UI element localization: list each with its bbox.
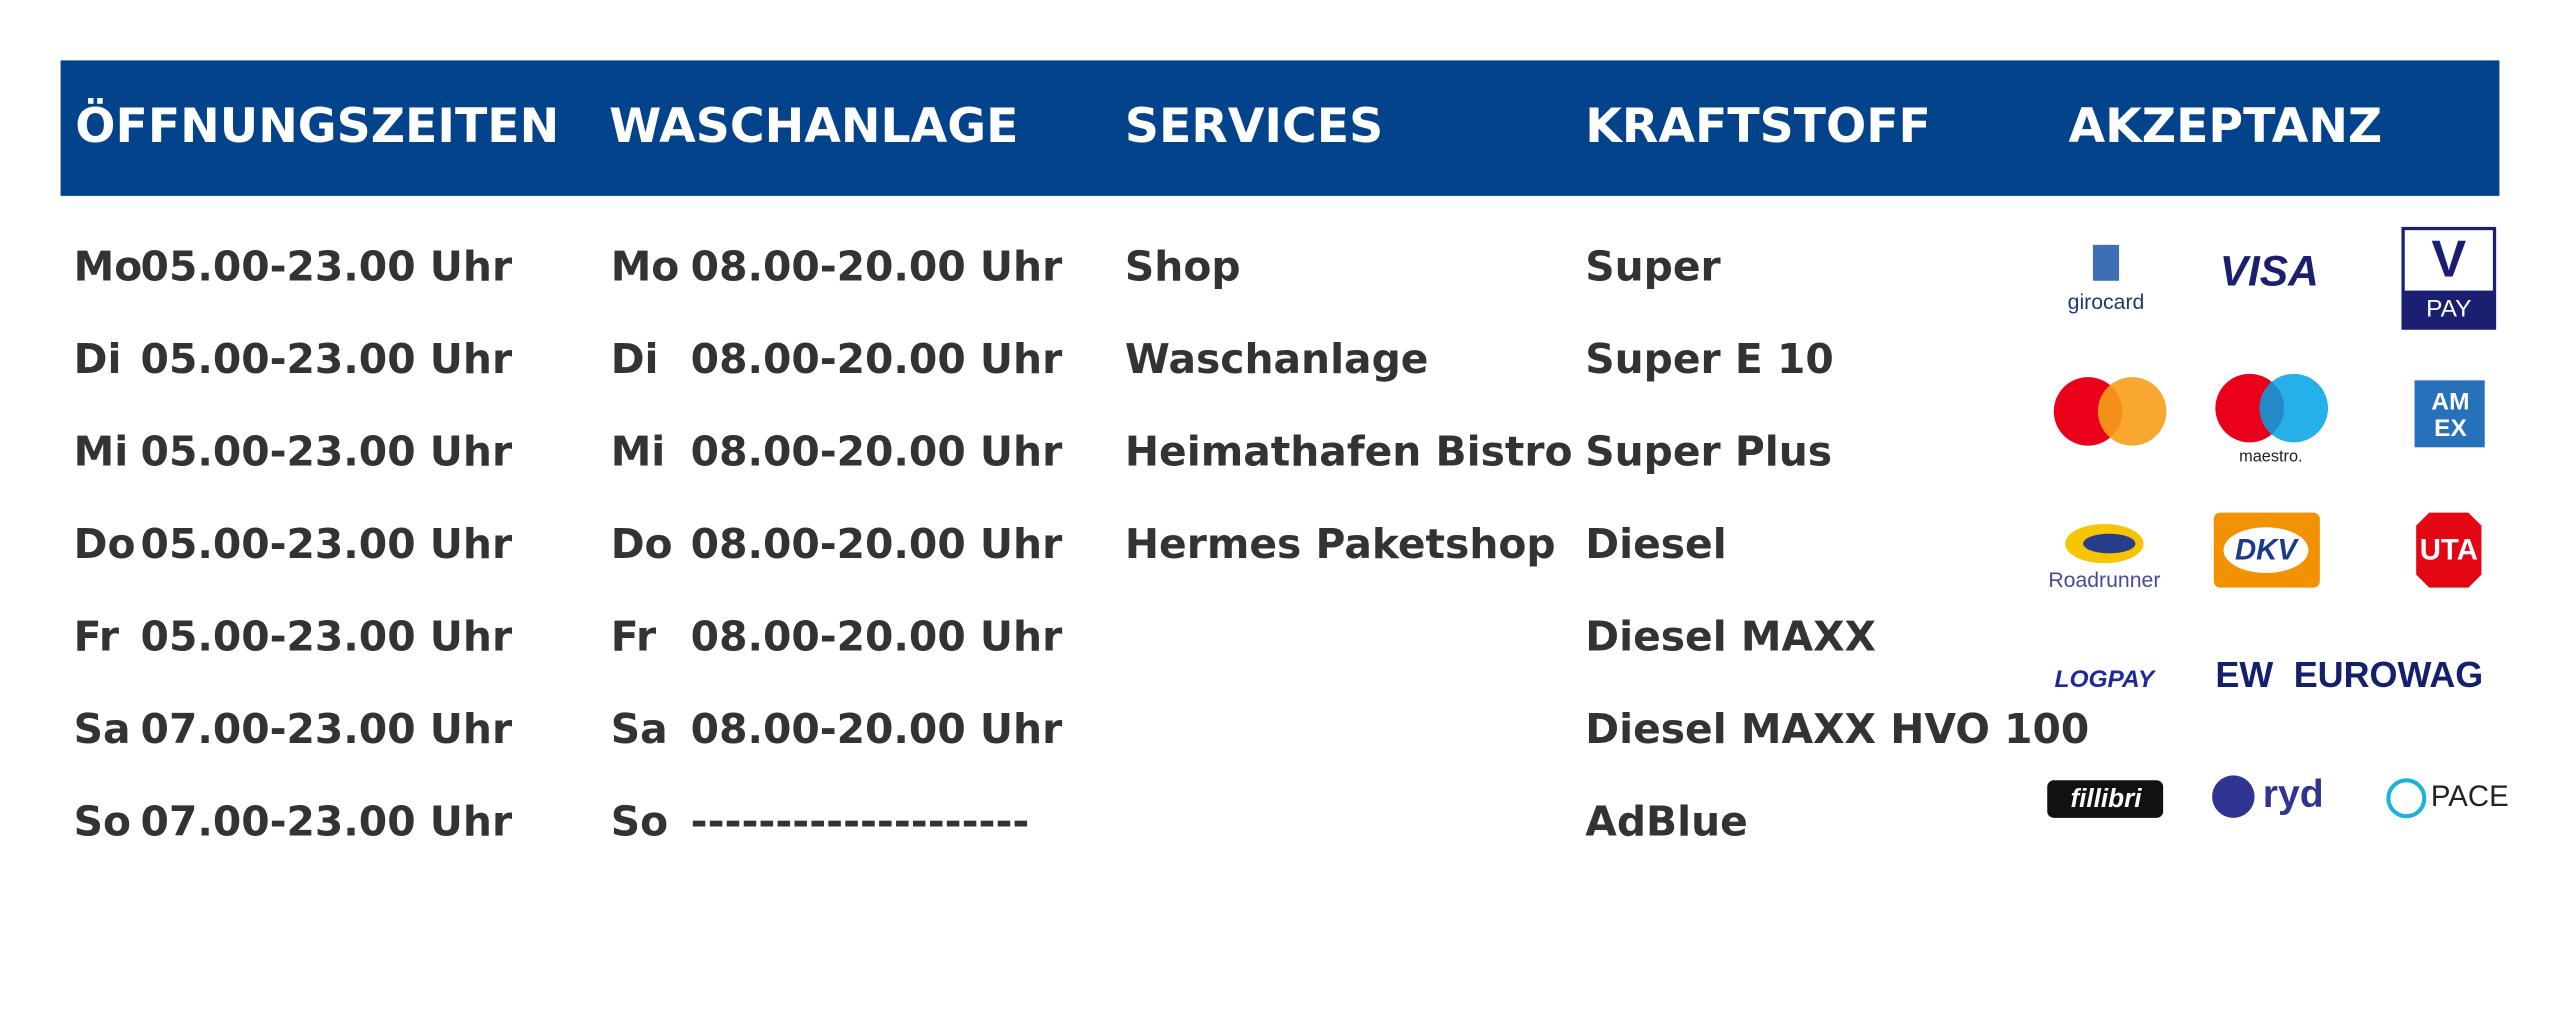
- column-title: WASCHANLAGE: [609, 99, 1018, 154]
- logo-text: EUROWAG: [2294, 654, 2484, 695]
- fuel-item: Super: [1585, 242, 1720, 290]
- service-item: Heimathafen Bistro: [1125, 427, 1573, 475]
- service-item: Waschanlage: [1125, 335, 1429, 383]
- maestro-logo: maestro.: [2215, 373, 2329, 465]
- column-title: AKZEPTANZ: [2068, 99, 2382, 154]
- logpay-logo: LOGPAY: [2055, 666, 2157, 693]
- day-label: Mi: [611, 427, 666, 475]
- visa-logo: VISA: [2220, 247, 2319, 294]
- day-label: Sa: [74, 705, 131, 753]
- girocard-logo: girocard: [2068, 244, 2145, 314]
- day-label: Mi: [74, 427, 129, 475]
- time-range: 08.00-20.00 Uhr: [691, 705, 1063, 753]
- logo-text: DKV: [2235, 534, 2299, 567]
- pace-logo: PACE: [2386, 778, 2509, 819]
- time-range: 08.00-20.00 Uhr: [691, 613, 1063, 661]
- eurowag-logo: EW EUROWAG: [2215, 654, 2483, 695]
- mastercard-logo: [2053, 377, 2167, 446]
- time-range: 05.00-23.00 Uhr: [141, 520, 513, 568]
- logo-text: AM: [2431, 389, 2469, 416]
- service-item: Shop: [1125, 242, 1241, 290]
- roadrunner-logo: Roadrunner: [2048, 524, 2160, 592]
- time-range: 07.00-23.00 Uhr: [141, 705, 513, 753]
- header-band: [60, 60, 2500, 196]
- day-label: Di: [74, 335, 122, 383]
- time-range: 05.00-23.00 Uhr: [141, 427, 513, 475]
- logo-text: Roadrunner: [2048, 569, 2160, 592]
- day-label: So: [611, 798, 668, 846]
- day-label: Fr: [74, 613, 119, 661]
- day-label: Di: [611, 335, 659, 383]
- fuel-item: Diesel: [1585, 520, 1726, 568]
- service-item: Hermes Paketshop: [1125, 520, 1556, 568]
- day-label: Fr: [611, 613, 656, 661]
- time-range: --------------------: [691, 798, 1030, 846]
- time-range: 05.00-23.00 Uhr: [141, 242, 513, 290]
- logo-text: UTA: [2420, 534, 2478, 567]
- column-title: ÖFFNUNGSZEITEN: [75, 97, 559, 154]
- logo-text: V: [2431, 231, 2466, 289]
- fillibri-logo: fillibri: [2047, 780, 2164, 818]
- day-label: Sa: [611, 705, 668, 753]
- column-title: KRAFTSTOFF: [1585, 99, 1931, 154]
- fuel-item: Super Plus: [1585, 427, 1832, 475]
- fuel-item: AdBlue: [1585, 798, 1748, 846]
- vpay-logo: V PAY: [2401, 226, 2497, 330]
- day-label: Mo: [611, 242, 680, 290]
- time-range: 08.00-20.00 Uhr: [691, 335, 1063, 383]
- logo-text: PAY: [2426, 296, 2471, 323]
- fuel-item: Super E 10: [1585, 335, 1833, 383]
- logo-text: fillibri: [2070, 783, 2142, 813]
- logo-text: EX: [2434, 415, 2467, 442]
- time-range: 05.00-23.00 Uhr: [141, 335, 513, 383]
- logo-text: girocard: [2068, 291, 2145, 314]
- time-range: 08.00-20.00 Uhr: [691, 242, 1063, 290]
- logo-text: ryd: [2263, 773, 2324, 816]
- time-range: 05.00-23.00 Uhr: [141, 613, 513, 661]
- column-title: SERVICES: [1125, 99, 1383, 154]
- day-label: So: [74, 798, 131, 846]
- logo-text: EW: [2215, 654, 2273, 695]
- dkv-logo: DKV: [2213, 512, 2320, 588]
- amex-logo: AM EX: [2414, 380, 2485, 448]
- logo-text: PACE: [2431, 780, 2509, 813]
- time-range: 08.00-20.00 Uhr: [691, 520, 1063, 568]
- day-label: Do: [611, 520, 673, 568]
- day-label: Do: [74, 520, 136, 568]
- time-range: 07.00-23.00 Uhr: [141, 798, 513, 846]
- ryd-logo: ryd: [2212, 773, 2324, 818]
- day-label: Mo: [74, 242, 143, 290]
- logo-text: maestro.: [2239, 447, 2302, 465]
- fuel-item: Diesel MAXX: [1585, 613, 1876, 661]
- time-range: 08.00-20.00 Uhr: [691, 427, 1063, 475]
- uta-logo: UTA: [2416, 512, 2482, 588]
- fuel-item: Diesel MAXX HVO 100: [1585, 705, 2089, 753]
